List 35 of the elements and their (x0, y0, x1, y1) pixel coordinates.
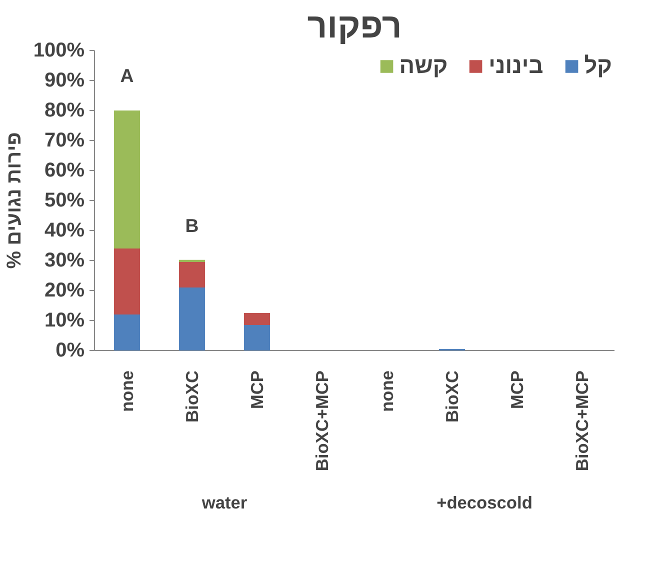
x-tick-label: MCP (247, 370, 267, 410)
y-tick-label: 80% (44, 100, 85, 122)
x-tick-label: none (117, 370, 137, 412)
bar (179, 262, 205, 288)
y-tick-label: 30% (44, 250, 85, 272)
x-tick-label: MCP (507, 370, 527, 410)
legend-label: בינוני (488, 52, 544, 79)
text: +decoscold (436, 492, 532, 512)
bar (114, 248, 140, 314)
y-tick-label: 90% (44, 70, 85, 92)
chart-title: רפקור (307, 8, 402, 46)
y-tick-label: 60% (44, 160, 85, 182)
annotation: A (120, 64, 134, 86)
x-tick-label: BioXC+MCP (312, 370, 332, 472)
bar (114, 314, 140, 350)
y-axis-title: % פירות נגועים (3, 132, 26, 269)
y-tick-label: 70% (44, 130, 85, 152)
y-tick-label: 100% (33, 40, 85, 62)
bar (244, 313, 270, 325)
y-tick-label: 0% (56, 340, 85, 362)
y-tick-label: 10% (44, 310, 85, 332)
annotation: B (185, 214, 199, 236)
y-tick-label: 20% (44, 280, 85, 302)
x-tick-label: BioXC (182, 370, 202, 422)
legend-label: קל (584, 52, 612, 79)
x-tick-label: BioXC (442, 370, 462, 422)
x-tick-label: BioXC+MCP (572, 370, 592, 472)
bar (179, 288, 205, 350)
y-tick-label: 40% (44, 220, 85, 242)
y-tick-label: 50% (44, 190, 85, 212)
bar (244, 325, 270, 350)
x-tick-label: none (377, 370, 397, 412)
legend-label: קשה (399, 52, 448, 79)
text: water (200, 492, 248, 512)
bar (114, 110, 140, 248)
